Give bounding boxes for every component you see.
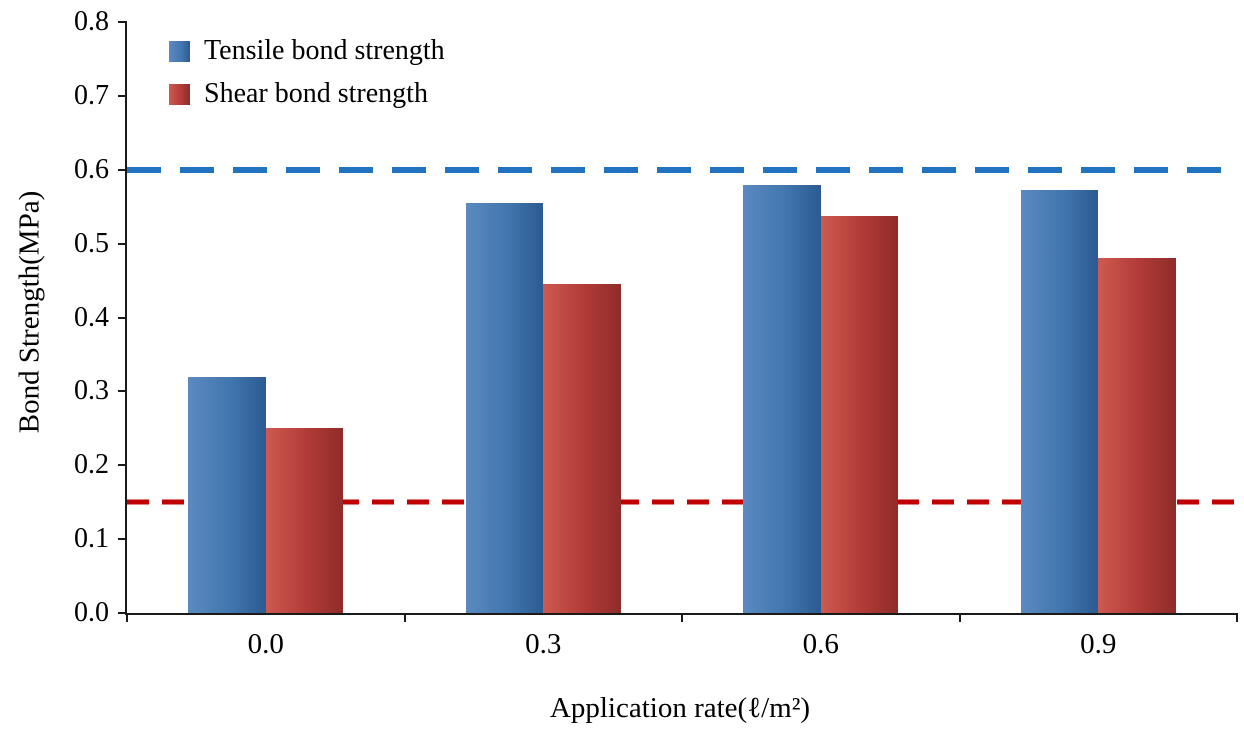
x-tick-mark xyxy=(681,613,683,622)
y-tick-mark xyxy=(118,464,127,467)
x-tick-mark xyxy=(1236,613,1238,622)
bar-tensile-0.0 xyxy=(188,376,266,613)
y-tick-label: 0.1 xyxy=(74,523,109,555)
y-axis-title: Bond Strength(MPa) xyxy=(13,190,46,434)
legend-item-tensile: Tensile bond strength xyxy=(169,35,445,67)
y-tick-mark xyxy=(118,21,127,23)
bar-tensile-0.6 xyxy=(743,184,821,613)
x-tick-mark xyxy=(126,613,128,622)
y-tick-label: 0.5 xyxy=(74,227,109,259)
x-tick-label: 0.6 xyxy=(802,628,839,660)
bar-shear-0.3 xyxy=(543,284,621,613)
y-tick-label: 0.8 xyxy=(74,6,109,37)
legend-label-shear: Shear bond strength xyxy=(204,77,428,109)
y-tick-mark xyxy=(118,612,127,614)
x-tick-mark xyxy=(958,613,961,622)
legend-swatch-shear-icon xyxy=(169,83,190,105)
legend-item-shear: Shear bond strength xyxy=(169,77,445,110)
category-group-0.3 xyxy=(405,22,683,613)
reference-line-tensile-limit xyxy=(127,166,1237,173)
plot-area: Tensile bond strength Shear bond strengt… xyxy=(74,8,1238,660)
bar-tensile-0.3 xyxy=(465,203,544,613)
y-tick-mark xyxy=(118,316,127,319)
y-tick-label: 0.3 xyxy=(74,375,109,407)
x-axis-title: Application rate(ℓ/m²) xyxy=(549,692,811,724)
legend: Tensile bond strength Shear bond strengt… xyxy=(169,35,445,110)
category-group-0.6 xyxy=(682,22,960,613)
y-tick-label: 0.6 xyxy=(74,153,109,185)
y-tick-mark xyxy=(118,242,127,245)
y-tick-mark xyxy=(118,538,127,541)
category-group-0.0 xyxy=(127,22,405,613)
y-tick-label: 0.0 xyxy=(74,597,109,628)
reference-line-shear-limit xyxy=(127,499,1237,505)
bar-shear-0.9 xyxy=(1098,258,1176,613)
bar-shear-0.0 xyxy=(265,428,344,613)
y-tick-mark xyxy=(118,168,127,171)
legend-swatch-tensile-icon xyxy=(169,40,190,62)
x-tick-label: 0.0 xyxy=(247,628,284,660)
bar-tensile-0.9 xyxy=(1020,190,1099,613)
bar-shear-0.6 xyxy=(820,216,899,613)
x-tick-mark xyxy=(403,613,406,622)
y-tick-mark xyxy=(118,94,127,97)
legend-label-tensile: Tensile bond strength xyxy=(204,35,445,66)
y-tick-label: 0.2 xyxy=(74,449,109,481)
y-tick-label: 0.7 xyxy=(74,79,109,111)
x-tick-label: 0.3 xyxy=(525,628,562,660)
y-tick-mark xyxy=(118,390,127,393)
x-tick-label: 0.9 xyxy=(1080,628,1117,660)
category-group-0.9 xyxy=(960,22,1238,613)
y-tick-label: 0.4 xyxy=(74,301,109,333)
